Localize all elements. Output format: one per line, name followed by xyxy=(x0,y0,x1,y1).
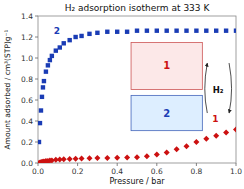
point xyxy=(38,121,42,125)
x-tick-label: 0.2 xyxy=(72,167,84,176)
y-tick xyxy=(35,37,38,38)
title: H₂ adsorption isotherm at 333 K xyxy=(65,3,211,13)
point xyxy=(203,136,209,142)
y-tick xyxy=(35,79,38,80)
inset-box xyxy=(131,95,202,130)
series-label: 1 xyxy=(212,114,218,124)
point xyxy=(214,29,218,33)
point xyxy=(61,156,67,162)
y-tick xyxy=(35,142,38,143)
point xyxy=(184,29,188,33)
y-tick-label: 0.8 xyxy=(21,75,33,84)
point xyxy=(194,29,198,33)
point xyxy=(39,108,43,112)
x-tick-label: 1.0 xyxy=(230,167,242,176)
point xyxy=(223,130,229,136)
y-tick xyxy=(35,163,38,164)
point xyxy=(164,150,170,156)
y-tick-label: 0.2 xyxy=(21,138,33,147)
series-label: 2 xyxy=(54,26,60,36)
point xyxy=(86,155,92,161)
point xyxy=(42,79,46,83)
point xyxy=(193,139,199,145)
x-tick-label: 0.6 xyxy=(151,167,163,176)
y-tick xyxy=(35,100,38,101)
x-tick xyxy=(196,163,197,166)
point xyxy=(50,54,54,58)
y-tick-label: 1.0 xyxy=(21,54,33,63)
point xyxy=(114,155,120,161)
y-tick-label: 0.4 xyxy=(21,117,33,126)
point xyxy=(38,140,41,144)
point xyxy=(41,85,45,89)
point xyxy=(213,133,219,139)
point xyxy=(67,38,71,42)
point xyxy=(125,30,129,34)
point xyxy=(58,45,62,49)
point xyxy=(224,29,228,33)
point xyxy=(115,30,119,34)
annotation: 1 xyxy=(163,60,170,71)
x-tick-label: 0.0 xyxy=(32,167,44,176)
point xyxy=(87,32,91,36)
point xyxy=(79,34,83,38)
point xyxy=(62,41,66,45)
arrow xyxy=(205,63,208,113)
plot-frame xyxy=(38,16,236,163)
point xyxy=(95,31,99,35)
point xyxy=(204,29,208,33)
y-tick xyxy=(35,16,38,17)
point xyxy=(174,146,180,152)
point xyxy=(174,29,178,33)
point xyxy=(154,152,160,158)
point xyxy=(105,30,109,34)
point xyxy=(234,29,236,33)
x-tick xyxy=(236,163,237,166)
annotation: H₂ xyxy=(213,85,224,95)
x-axis-label: Pressure / bar xyxy=(109,177,165,186)
y-tick-label: 0.6 xyxy=(21,96,33,105)
point xyxy=(184,143,190,149)
point xyxy=(94,155,100,161)
y-tick xyxy=(35,58,38,59)
y-tick-label: 1.4 xyxy=(21,12,33,21)
point xyxy=(46,63,50,67)
point xyxy=(134,154,140,160)
point xyxy=(144,153,150,159)
y-tick xyxy=(35,121,38,122)
annotation: 2 xyxy=(163,108,170,119)
point xyxy=(155,29,159,33)
chart: 0.0 0.2 0.4 0.6 0.8 1.0 0.0 0.2 0.4 0.6 0.8 1.0 1.2 1… xyxy=(0,0,244,189)
point xyxy=(54,48,58,52)
point xyxy=(67,156,73,162)
point xyxy=(145,29,149,33)
x-tick-label: 0.4 xyxy=(111,167,123,176)
point xyxy=(233,126,236,132)
plot-area xyxy=(38,29,236,164)
point xyxy=(73,156,79,162)
point xyxy=(40,95,44,99)
point xyxy=(135,29,139,33)
point xyxy=(44,69,48,73)
x-tick xyxy=(77,163,78,166)
point xyxy=(48,58,52,62)
x-tick xyxy=(38,163,39,166)
y-tick-label: 1.2 xyxy=(21,33,33,42)
point xyxy=(104,155,110,161)
inset-box xyxy=(131,42,202,89)
point xyxy=(73,35,77,39)
x-tick xyxy=(117,163,118,166)
x-tick-label: 0.8 xyxy=(190,167,202,176)
y-tick-label: 0.0 xyxy=(21,159,33,168)
x-tick xyxy=(156,163,157,166)
y-axis-label: Amount adsorbed / cm³(STP)g⁻¹ xyxy=(3,29,12,149)
arrow xyxy=(229,63,232,113)
point xyxy=(79,156,85,162)
point xyxy=(124,155,130,161)
point xyxy=(165,29,169,33)
